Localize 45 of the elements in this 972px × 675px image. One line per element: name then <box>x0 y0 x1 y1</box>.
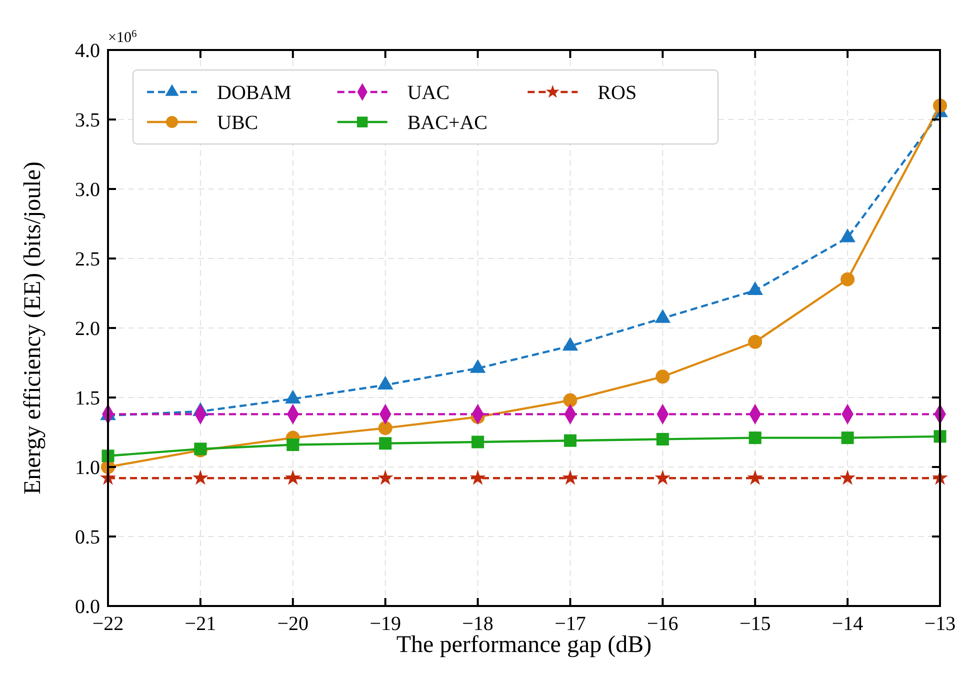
y-tick-label: 1.5 <box>75 388 100 410</box>
x-tick-label: −18 <box>462 613 494 635</box>
y-tick-label: 1.0 <box>75 457 100 479</box>
point <box>563 393 578 408</box>
x-tick-label: −20 <box>277 613 309 635</box>
point <box>472 436 484 448</box>
x-tick-label: −17 <box>554 613 586 635</box>
point <box>564 434 576 447</box>
text: ×10$^{6}$ <box>108 28 137 46</box>
point <box>656 432 669 446</box>
point <box>840 272 855 286</box>
y-tick-label: 2.0 <box>75 318 100 340</box>
point <box>748 432 762 444</box>
x-tick-label: −16 <box>647 613 678 635</box>
point <box>379 437 392 450</box>
point <box>748 334 762 349</box>
point <box>656 370 670 384</box>
y-axis-title: Energy efficiency (EE) (bits/joule) <box>20 162 46 494</box>
point <box>562 470 578 485</box>
legend-label: UAC <box>407 82 450 104</box>
x-tick-label: −13 <box>924 613 956 635</box>
point <box>192 470 208 485</box>
point <box>470 470 486 485</box>
y-tick-label: 2.5 <box>75 248 100 270</box>
point <box>378 421 392 436</box>
y-tick-label: 3.0 <box>75 179 100 201</box>
point <box>284 470 301 485</box>
point <box>654 470 671 485</box>
point <box>840 470 856 485</box>
x-tick-label: −14 <box>832 613 864 635</box>
legend-label: UBC <box>217 112 258 134</box>
y-tick-label: 0.5 <box>75 526 100 548</box>
point <box>377 470 394 485</box>
legend-label: ROS <box>598 82 637 104</box>
y-tick-label: 3.5 <box>75 110 100 132</box>
x-tick-label: −21 <box>184 613 216 635</box>
legend-label: BAC+AC <box>407 112 488 134</box>
point <box>286 438 300 452</box>
legend-label: DOBAM <box>217 82 292 104</box>
point <box>841 432 854 444</box>
point <box>747 470 764 485</box>
y-tick-label: 4.0 <box>75 40 100 62</box>
x-tick-label: −15 <box>739 613 771 635</box>
x-axis-title: The performance gap (dB) <box>396 632 652 658</box>
x-tick-label: −19 <box>370 613 401 635</box>
